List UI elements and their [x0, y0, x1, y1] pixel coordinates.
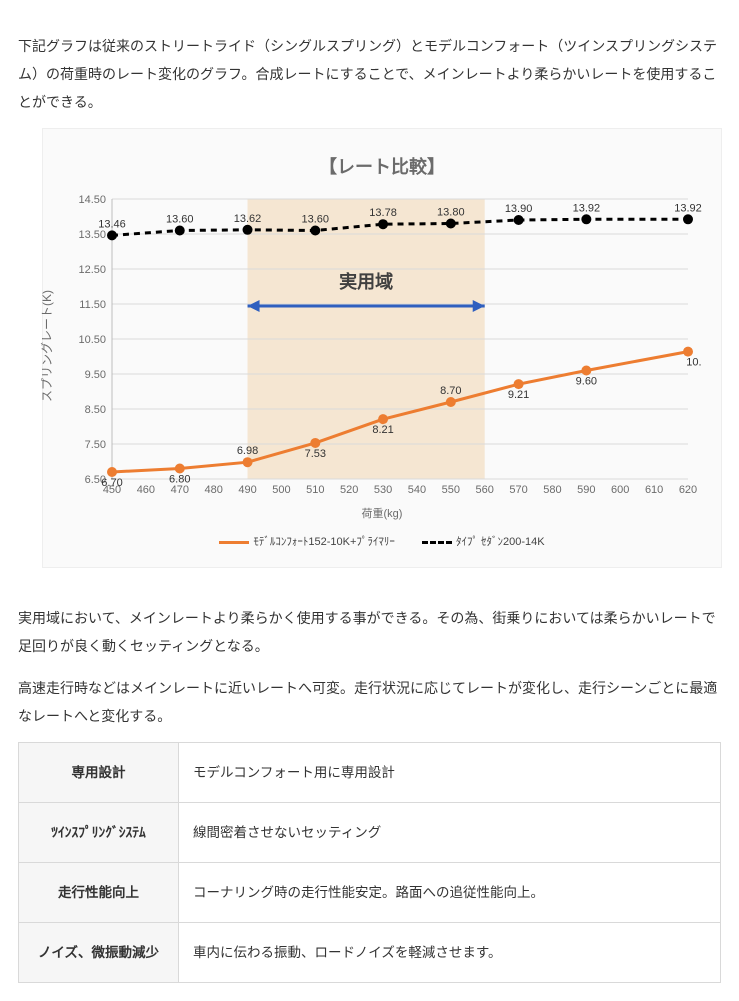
svg-text:6.80: 6.80: [169, 474, 190, 486]
svg-text:7.50: 7.50: [85, 439, 106, 451]
table-row-header: ﾂｲﾝｽﾌﾟﾘﾝｸﾞｼｽﾃﾑ: [19, 803, 179, 863]
svg-text:480: 480: [204, 484, 222, 496]
svg-text:610: 610: [645, 484, 663, 496]
intro-paragraph: 下記グラフは従来のストリートライド（シングルスプリング）とモデルコンフォート（ツ…: [18, 32, 721, 116]
svg-text:10.50: 10.50: [78, 334, 106, 346]
svg-text:8.70: 8.70: [440, 385, 461, 397]
legend-series-2: ﾀｲﾌﾟ ｾﾀﾞﾝ200-14K: [456, 536, 545, 548]
table-row-desc: モデルコンフォート用に専用設計: [179, 743, 721, 803]
svg-text:600: 600: [611, 484, 629, 496]
legend-series-1: ﾓﾃﾞﾙｺﾝﾌｫｰﾄ152-10K+ﾌﾟﾗｲﾏﾘｰ: [253, 536, 395, 548]
table-row-header: 専用設計: [19, 743, 179, 803]
x-axis-label: 荷重(kg): [53, 503, 711, 525]
svg-text:590: 590: [577, 484, 595, 496]
y-axis-label: スプリングレート(K): [35, 290, 59, 402]
table-row: 走行性能向上コーナリング時の走行性能安定。路面への追従性能向上。: [19, 863, 721, 923]
svg-text:540: 540: [408, 484, 426, 496]
svg-text:8.50: 8.50: [85, 404, 106, 416]
table-row-desc: 車内に伝わる振動、ロードノイズを軽減させます。: [179, 923, 721, 983]
svg-text:14.50: 14.50: [78, 194, 106, 206]
svg-text:13.90: 13.90: [505, 203, 533, 215]
svg-text:13.92: 13.92: [674, 202, 702, 214]
table-row: ノイズ、微振動減少車内に伝わる振動、ロードノイズを軽減させます。: [19, 923, 721, 983]
table-row-header: ノイズ、微振動減少: [19, 923, 179, 983]
svg-text:580: 580: [543, 484, 561, 496]
table-row-desc: 線間密着させないセッティング: [179, 803, 721, 863]
chart-svg: 6.507.508.509.5010.5011.5012.5013.5014.5…: [62, 191, 702, 501]
svg-text:13.78: 13.78: [369, 207, 397, 219]
chart-title: 【レート比較】: [53, 149, 711, 185]
mid-paragraph-1: 実用域において、メインレートより柔らかく使用する事ができる。その為、街乗りにおい…: [18, 604, 721, 660]
svg-text:13.62: 13.62: [234, 213, 262, 225]
rate-comparison-chart: 【レート比較】 スプリングレート(K) 6.507.508.509.5010.5…: [42, 128, 722, 568]
svg-text:9.50: 9.50: [85, 369, 106, 381]
svg-text:500: 500: [272, 484, 290, 496]
spec-table: 専用設計モデルコンフォート用に専用設計ﾂｲﾝｽﾌﾟﾘﾝｸﾞｼｽﾃﾑ線間密着させな…: [18, 742, 721, 983]
svg-text:実用域: 実用域: [339, 271, 393, 292]
svg-text:13.60: 13.60: [166, 214, 194, 226]
chart-legend: ﾓﾃﾞﾙｺﾝﾌｫｰﾄ152-10K+ﾌﾟﾗｲﾏﾘｰ ﾀｲﾌﾟ ｾﾀﾞﾝ200-1…: [53, 531, 711, 553]
svg-text:510: 510: [306, 484, 324, 496]
table-row-header: 走行性能向上: [19, 863, 179, 923]
svg-text:8.21: 8.21: [372, 424, 393, 436]
svg-text:11.50: 11.50: [79, 299, 106, 311]
mid-paragraph-2: 高速走行時などはメインレートに近いレートへ可変。走行状況に応じてレートが変化し、…: [18, 674, 721, 730]
svg-text:7.53: 7.53: [305, 448, 326, 460]
svg-text:570: 570: [509, 484, 527, 496]
svg-text:9.21: 9.21: [508, 389, 529, 401]
svg-text:560: 560: [476, 484, 494, 496]
svg-text:12.50: 12.50: [78, 264, 106, 276]
svg-text:13.46: 13.46: [98, 218, 126, 230]
svg-text:13.50: 13.50: [78, 229, 106, 241]
svg-text:530: 530: [374, 484, 392, 496]
svg-text:470: 470: [171, 484, 189, 496]
svg-text:460: 460: [137, 484, 155, 496]
svg-text:13.60: 13.60: [302, 214, 330, 226]
svg-text:520: 520: [340, 484, 358, 496]
svg-text:13.80: 13.80: [437, 207, 465, 219]
svg-text:6.70: 6.70: [101, 477, 122, 489]
table-row-desc: コーナリング時の走行性能安定。路面への追従性能向上。: [179, 863, 721, 923]
svg-text:10.14: 10.14: [686, 357, 702, 369]
table-row: 専用設計モデルコンフォート用に専用設計: [19, 743, 721, 803]
svg-text:620: 620: [679, 484, 697, 496]
table-row: ﾂｲﾝｽﾌﾟﾘﾝｸﾞｼｽﾃﾑ線間密着させないセッティング: [19, 803, 721, 863]
svg-text:550: 550: [442, 484, 460, 496]
svg-text:490: 490: [238, 484, 256, 496]
svg-text:6.98: 6.98: [237, 445, 258, 457]
svg-text:9.60: 9.60: [576, 376, 597, 388]
svg-text:13.92: 13.92: [573, 202, 601, 214]
